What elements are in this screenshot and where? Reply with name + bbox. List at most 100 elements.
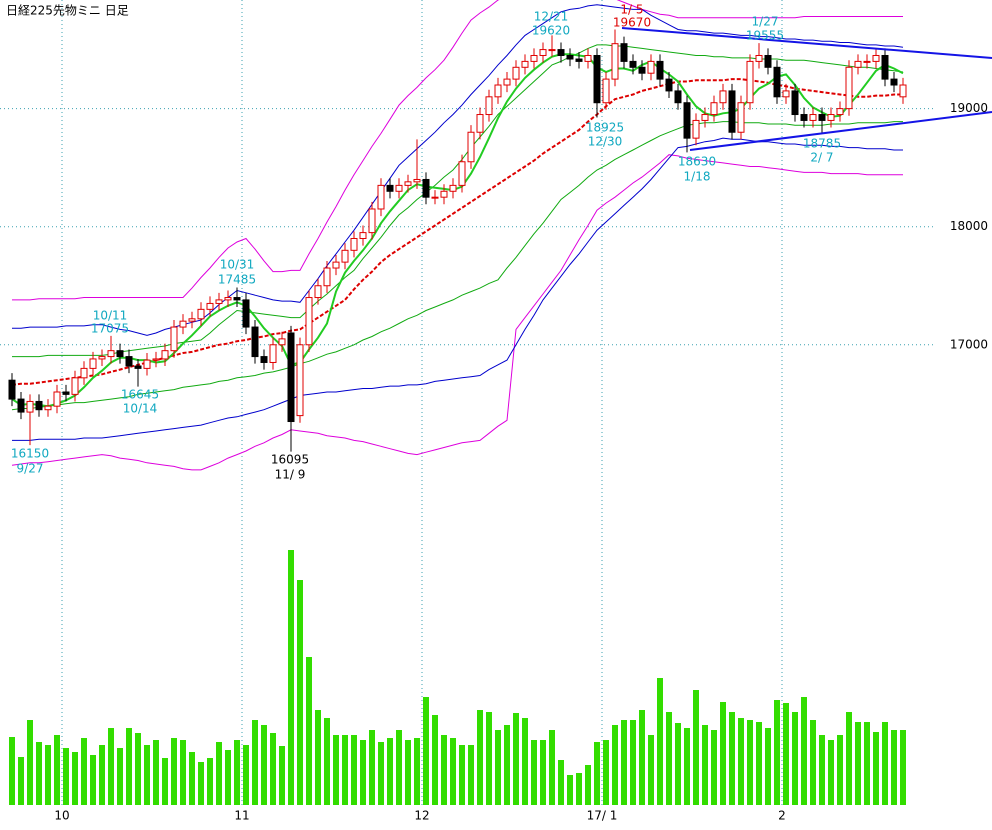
candle-body [800,114,808,121]
annotation-price: 19620 [532,24,570,38]
volume-bar [864,722,870,805]
trend-line [621,27,992,59]
volume-bar [522,718,528,805]
candle-body [53,391,61,407]
chart-title: 日経225先物ミニ 日足 [6,4,129,18]
volume-bar [576,773,582,805]
volume-bar [819,735,825,805]
volume-bar [567,775,573,805]
volume-bar [432,715,438,805]
overlay-line [12,4,904,336]
annotation-price: 18925 [586,121,624,135]
candle-body [404,181,412,186]
annotation-date: 12/21 [534,10,569,24]
volume-bar [90,755,96,805]
candle-body [242,299,250,328]
volume-bar [171,738,177,805]
annotation-date: 1/27 [752,15,779,29]
candle-body [467,131,475,163]
overlay-line [11,78,903,386]
candle-body [656,60,664,80]
candle-body [458,161,466,186]
volume-bar [36,742,42,805]
candle-body [494,84,502,98]
volume-bar [63,748,69,805]
candle-body [629,60,637,68]
candle-body [170,326,178,352]
volume-bar [810,720,816,805]
candle-body [890,78,898,86]
volume-bar [504,725,510,805]
volume-bar [549,730,555,805]
candle-body [440,190,448,198]
annotation-date: 1/ 5 [620,3,643,17]
volume-bar [459,745,465,805]
volume-bar [324,718,330,805]
volume-bar [297,580,303,805]
candle-body [692,119,700,139]
candle-body [566,54,574,60]
candle-body [350,238,358,251]
candle-body [377,184,385,210]
candle-body [98,356,106,360]
candle-body [827,114,835,121]
volume-bar [630,720,636,805]
candle-body [575,58,583,62]
x-tick-label: 2 [778,809,786,823]
candle-body [503,78,511,86]
volume-bar [306,657,312,805]
volume-bar [405,740,411,805]
volume-bar [675,723,681,805]
candle-body [764,54,772,68]
candle-body [674,90,682,104]
volume-bar [729,712,735,805]
candle-body [755,54,763,62]
candle-body [269,344,277,363]
volume-bar [126,728,132,805]
candle-body [611,43,619,80]
candle-body [305,297,313,346]
candle-body [260,356,268,363]
volume-bar [18,757,24,805]
volume-bar [855,722,861,805]
volume-bar [288,550,294,805]
annotation-date: 10/14 [123,402,158,416]
candle-body [476,114,484,133]
candle-body [134,365,142,369]
candle-body [449,184,457,192]
volume-bar [342,735,348,805]
candle-body [278,338,286,346]
volume-bar [594,742,600,805]
annotation-price: 18630 [678,155,716,169]
volume-bar [639,710,645,805]
candle-body [665,78,673,92]
volume-bar [558,760,564,805]
volume-bar [225,750,231,805]
volume-bar [369,730,375,805]
candle-body [413,178,421,183]
y-tick-label: 19000 [950,101,988,115]
candle-body [323,267,331,287]
volume-bar [270,733,276,805]
candle-body [881,54,889,80]
y-tick-label: 17000 [950,337,988,351]
volume-bar [27,720,33,805]
volume-bar [666,712,672,805]
volume-bar [198,762,204,805]
volume-bar [441,735,447,805]
candle-body [44,405,52,411]
annotation-price: 19670 [613,16,651,30]
candle-body [899,84,907,98]
volume-bar [450,738,456,805]
candles [8,29,907,452]
volume-bar [612,725,618,805]
volume-bar [531,740,537,805]
volume-bar [117,748,123,805]
annotation-price: 16150 [11,447,49,461]
annotation-price: 17075 [91,322,129,336]
candle-body [233,297,241,301]
annotation-date: 9/27 [17,462,44,476]
volume [9,550,906,805]
candle-body [845,66,853,110]
candle-body [422,178,430,198]
